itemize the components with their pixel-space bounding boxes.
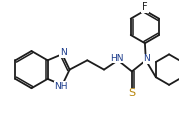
Text: S: S — [128, 88, 135, 98]
Text: NH: NH — [54, 82, 68, 91]
Text: HN: HN — [110, 54, 123, 63]
Text: N: N — [143, 54, 150, 63]
Text: F: F — [142, 2, 148, 12]
Text: N: N — [60, 48, 66, 57]
